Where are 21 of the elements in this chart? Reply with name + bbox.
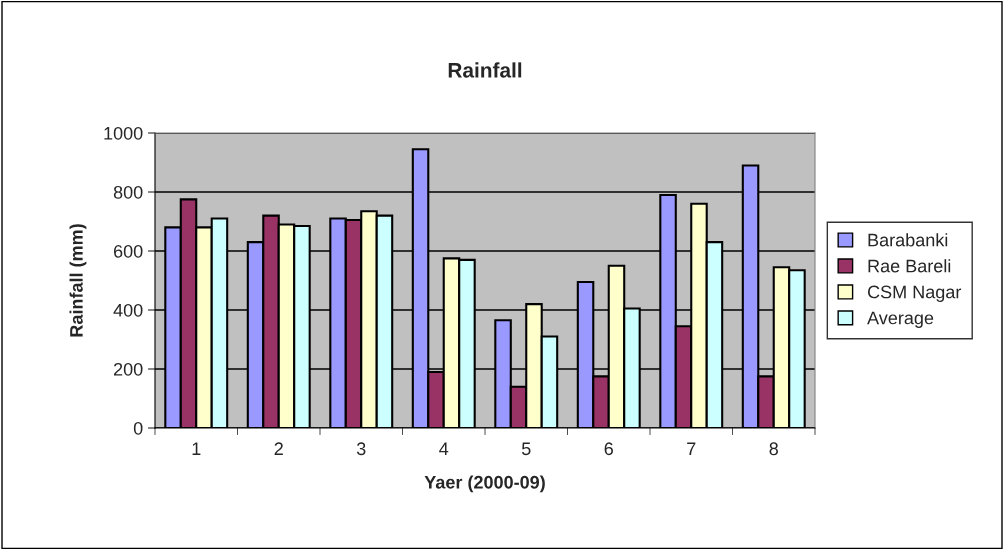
legend-label: CSM Nagar (867, 285, 962, 302)
x-tick-label: 8 (769, 442, 778, 456)
y-tick-label: 1000 (104, 126, 143, 140)
y-tick-label: 400 (113, 303, 143, 317)
x-tick-label: 3 (356, 442, 366, 456)
x-tick-label: 7 (687, 442, 696, 455)
legend-label: Barabanki (868, 233, 948, 247)
legend-label: Rae Bareli (868, 259, 951, 273)
y-tick-label: 200 (113, 362, 143, 376)
x-tick-label: 2 (274, 442, 283, 455)
x-tick-label: 6 (604, 442, 613, 456)
x-tick-label: 5 (521, 442, 531, 456)
chart-title: Rainfall (448, 62, 522, 78)
y-axis-title: Rainfall (mm) (69, 224, 87, 337)
x-tick-label: 4 (439, 442, 449, 455)
y-tick-label: 600 (113, 244, 143, 258)
legend-label: Average (867, 311, 934, 328)
y-tick-label: 0 (133, 421, 143, 435)
x-tick-label: 1 (192, 442, 201, 455)
x-axis-title: Yaer (2000-09) (424, 475, 545, 493)
y-tick-label: 800 (113, 185, 143, 199)
